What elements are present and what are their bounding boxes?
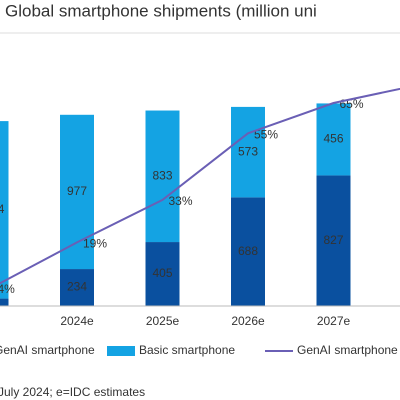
legend-label: GenAI smartphone <box>297 343 398 357</box>
bar <box>0 298 9 306</box>
x-tick-label: 2025e <box>146 314 180 328</box>
bar <box>316 175 351 306</box>
data-label: 405 <box>152 266 172 280</box>
bar <box>231 106 265 198</box>
line-label: 4% <box>0 282 15 296</box>
legend-swatch <box>107 346 135 356</box>
bar <box>0 121 9 299</box>
line-label: 19% <box>83 237 107 251</box>
data-label: 688 <box>238 244 258 258</box>
data-label: 1124 <box>0 202 5 216</box>
data-label: 234 <box>67 280 87 294</box>
data-label: 456 <box>323 132 343 146</box>
data-label: 977 <box>67 184 87 198</box>
legend-label: GenAI smartphone <box>0 343 95 357</box>
line-label: 55% <box>254 127 278 141</box>
chart-title: Global smartphone shipments (million uni <box>5 1 317 20</box>
bar <box>316 103 351 176</box>
bar <box>145 110 180 243</box>
x-tick-label: 2026e <box>231 314 265 328</box>
bar <box>231 197 265 306</box>
source-note: July 2024; e=IDC estimates <box>0 385 145 399</box>
bar <box>60 269 94 306</box>
data-label: 833 <box>152 168 172 182</box>
line-label: 33% <box>169 194 193 208</box>
data-label: 573 <box>238 144 258 158</box>
x-tick-label: 2027e <box>317 314 351 328</box>
share-line <box>0 87 400 285</box>
bar <box>145 242 180 306</box>
data-label: 827 <box>323 233 343 247</box>
x-tick-label: 2024e <box>60 314 94 328</box>
legend-label: Basic smartphone <box>139 343 235 357</box>
